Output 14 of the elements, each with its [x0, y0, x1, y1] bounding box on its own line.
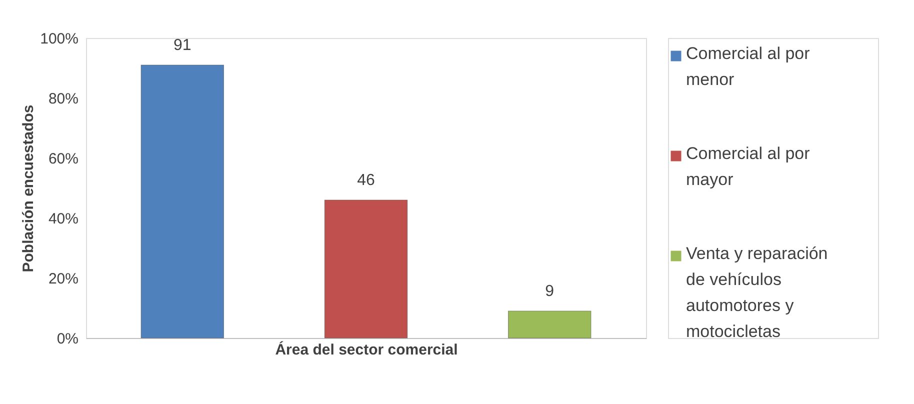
y-tick-label: 80% [48, 90, 78, 108]
y-tick-label: 20% [48, 270, 78, 288]
x-axis-title: Área del sector comercial [275, 340, 458, 358]
y-tick-label: 60% [48, 150, 78, 168]
data-label: 9 [545, 283, 554, 300]
y-tick-label: 40% [48, 210, 78, 228]
y-axis-title: Población encuestados [20, 104, 38, 272]
data-label: 91 [173, 37, 192, 54]
data-label: 46 [357, 172, 375, 189]
legend-label: Comercial al por menor [686, 44, 810, 89]
legend-label: Venta y reparación de vehículos automotores y motocicletas [686, 244, 828, 341]
legend-label: Comercial al por mayor [686, 144, 810, 189]
y-tick-label: 100% [40, 30, 78, 48]
y-tick-label: 0% [56, 330, 78, 348]
